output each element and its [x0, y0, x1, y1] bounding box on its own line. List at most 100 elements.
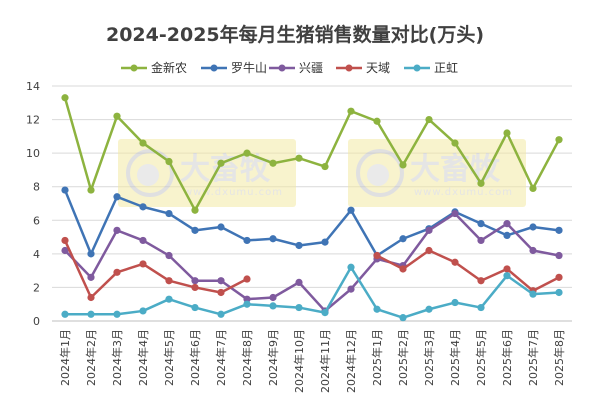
- x-tick-label: 2024年7月: [214, 329, 228, 386]
- y-axis: 0 2 4 6 8 10 12 14: [26, 80, 40, 328]
- series-line: [63, 189, 560, 257]
- y-tick-label: 0: [33, 315, 40, 328]
- data-point: [555, 273, 563, 281]
- data-point: [165, 157, 173, 166]
- data-point: [61, 186, 69, 194]
- data-point: [139, 236, 147, 245]
- data-point: [477, 303, 485, 312]
- data-point: [295, 278, 303, 286]
- x-tick-label: 2024年11月: [318, 329, 332, 393]
- x-tick-label: 2025年5月: [474, 329, 488, 386]
- data-point: [269, 302, 277, 310]
- data-point: [347, 263, 355, 271]
- data-point: [477, 179, 485, 187]
- data-point: [399, 265, 407, 273]
- data-point: [425, 246, 433, 255]
- watermark-url: www.dxumu.com: [184, 187, 283, 198]
- chart-title: 2024-2025年每月生猪销售数量对比(万头): [106, 23, 484, 46]
- data-point: [295, 303, 303, 312]
- legend-label: 天域: [366, 61, 390, 75]
- legend-marker-icon: [130, 64, 138, 72]
- data-point: [61, 94, 69, 102]
- legend-marker-icon: [278, 64, 286, 72]
- data-point: [529, 246, 537, 255]
- data-point: [269, 293, 277, 302]
- data-point: [529, 184, 537, 192]
- data-point: [295, 241, 303, 250]
- series-line: [64, 212, 560, 313]
- data-point: [503, 220, 511, 228]
- y-tick-label: 8: [33, 181, 40, 194]
- watermark-emblem-core: [367, 164, 389, 186]
- data-point: [529, 223, 537, 231]
- data-point: [217, 223, 225, 231]
- series-line: [376, 249, 560, 293]
- data-point: [243, 236, 251, 245]
- data-point: [191, 303, 199, 312]
- x-tick-label: 2024年8月: [240, 329, 254, 386]
- series-line: [65, 266, 560, 319]
- watermark-emblem-icon: [356, 149, 404, 197]
- data-point: [191, 277, 199, 285]
- watermark-url: www.dxumu.com: [414, 187, 513, 198]
- data-point: [87, 310, 95, 318]
- data-point: [373, 117, 381, 125]
- data-point: [555, 288, 563, 297]
- x-tick-label: 2024年3月: [110, 329, 124, 386]
- data-point: [191, 206, 199, 214]
- data-point: [321, 238, 329, 246]
- data-point: [113, 112, 121, 120]
- data-point: [399, 314, 407, 322]
- data-point: [113, 310, 121, 318]
- y-tick-label: 10: [26, 147, 40, 160]
- data-point: [139, 139, 147, 147]
- data-point: [191, 283, 199, 292]
- x-tick-label: 2025年3月: [422, 329, 436, 386]
- x-tick-label: 2024年10月: [292, 329, 306, 393]
- data-point: [425, 115, 433, 124]
- data-point: [555, 136, 563, 144]
- x-tick-label: 2024年1月: [58, 329, 72, 386]
- data-point: [477, 277, 485, 285]
- data-point: [295, 154, 303, 162]
- legend-item: 天域: [336, 61, 390, 75]
- data-point: [347, 206, 355, 214]
- x-tick-label: 2024年12月: [344, 329, 358, 393]
- data-point: [243, 149, 251, 157]
- data-point: [139, 203, 147, 211]
- data-point: [217, 310, 225, 318]
- legend: 金新农 罗牛山 兴疆 天域 正虹: [121, 60, 458, 75]
- x-tick-label: 2024年5月: [162, 329, 176, 386]
- data-point: [373, 251, 381, 260]
- legend-label: 罗牛山: [231, 60, 267, 75]
- series-0: [61, 94, 563, 214]
- legend-marker-icon: [345, 64, 353, 72]
- data-point: [87, 186, 95, 194]
- data-point: [87, 250, 95, 258]
- x-axis: 2024年1月 2024年2月 2024年3月 2024年4月 2024年5月 2024年…: [52, 320, 572, 393]
- data-point: [451, 258, 459, 266]
- x-tick-label: 2025年8月: [552, 329, 566, 386]
- x-tick-label: 2025年2月: [396, 329, 410, 386]
- series-layer: [61, 94, 563, 322]
- data-point: [555, 251, 563, 260]
- data-point: [477, 220, 485, 228]
- data-point: [87, 293, 95, 302]
- data-point: [217, 288, 225, 297]
- legend-item: 兴疆: [269, 61, 323, 75]
- data-point: [243, 295, 251, 303]
- data-point: [503, 129, 511, 137]
- legend-label: 兴疆: [299, 61, 323, 75]
- y-tick-label: 4: [33, 248, 40, 261]
- legend-label: 金新农: [151, 60, 187, 75]
- data-point: [61, 310, 69, 318]
- data-point: [425, 305, 433, 313]
- data-point: [217, 159, 225, 167]
- data-point: [139, 260, 147, 268]
- data-point: [243, 300, 251, 308]
- data-point: [347, 285, 355, 293]
- data-point: [269, 235, 277, 243]
